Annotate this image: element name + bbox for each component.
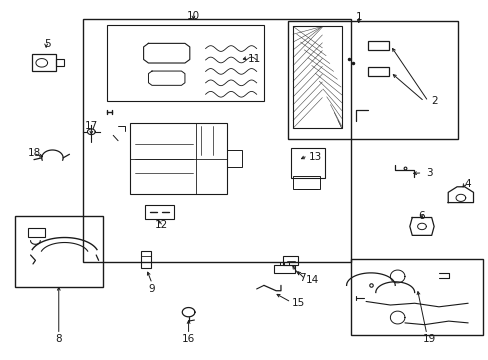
- Text: 3: 3: [425, 168, 432, 178]
- Text: 4: 4: [464, 179, 470, 189]
- Bar: [292, 176, 319, 189]
- Text: 12: 12: [155, 220, 168, 230]
- Text: 11: 11: [247, 54, 260, 64]
- Text: 14: 14: [305, 275, 319, 285]
- Text: 2: 2: [430, 96, 437, 107]
- Text: 7: 7: [299, 273, 305, 283]
- Bar: [83, 19, 351, 262]
- Text: 9: 9: [148, 284, 155, 294]
- Text: 5: 5: [44, 39, 51, 49]
- Bar: [107, 24, 264, 102]
- Text: 16: 16: [182, 334, 195, 344]
- Bar: [144, 205, 174, 219]
- Bar: [273, 265, 294, 273]
- Bar: [32, 54, 56, 71]
- Text: 8: 8: [55, 334, 62, 344]
- Bar: [368, 67, 388, 76]
- Text: 18: 18: [28, 148, 41, 158]
- Bar: [368, 41, 388, 50]
- Bar: [28, 228, 45, 237]
- Bar: [351, 258, 482, 336]
- Bar: [130, 123, 227, 194]
- Text: 1: 1: [355, 13, 361, 22]
- Text: 19: 19: [422, 334, 435, 344]
- Bar: [15, 216, 103, 287]
- Bar: [141, 251, 151, 267]
- Bar: [287, 21, 458, 139]
- Text: 10: 10: [186, 11, 200, 21]
- Bar: [283, 256, 297, 265]
- Text: 15: 15: [291, 298, 304, 308]
- Text: 13: 13: [308, 152, 321, 162]
- Text: 17: 17: [84, 121, 98, 131]
- Bar: [227, 150, 242, 167]
- Bar: [292, 26, 341, 128]
- Bar: [290, 148, 324, 178]
- Text: 6: 6: [418, 211, 425, 221]
- Bar: [56, 59, 63, 66]
